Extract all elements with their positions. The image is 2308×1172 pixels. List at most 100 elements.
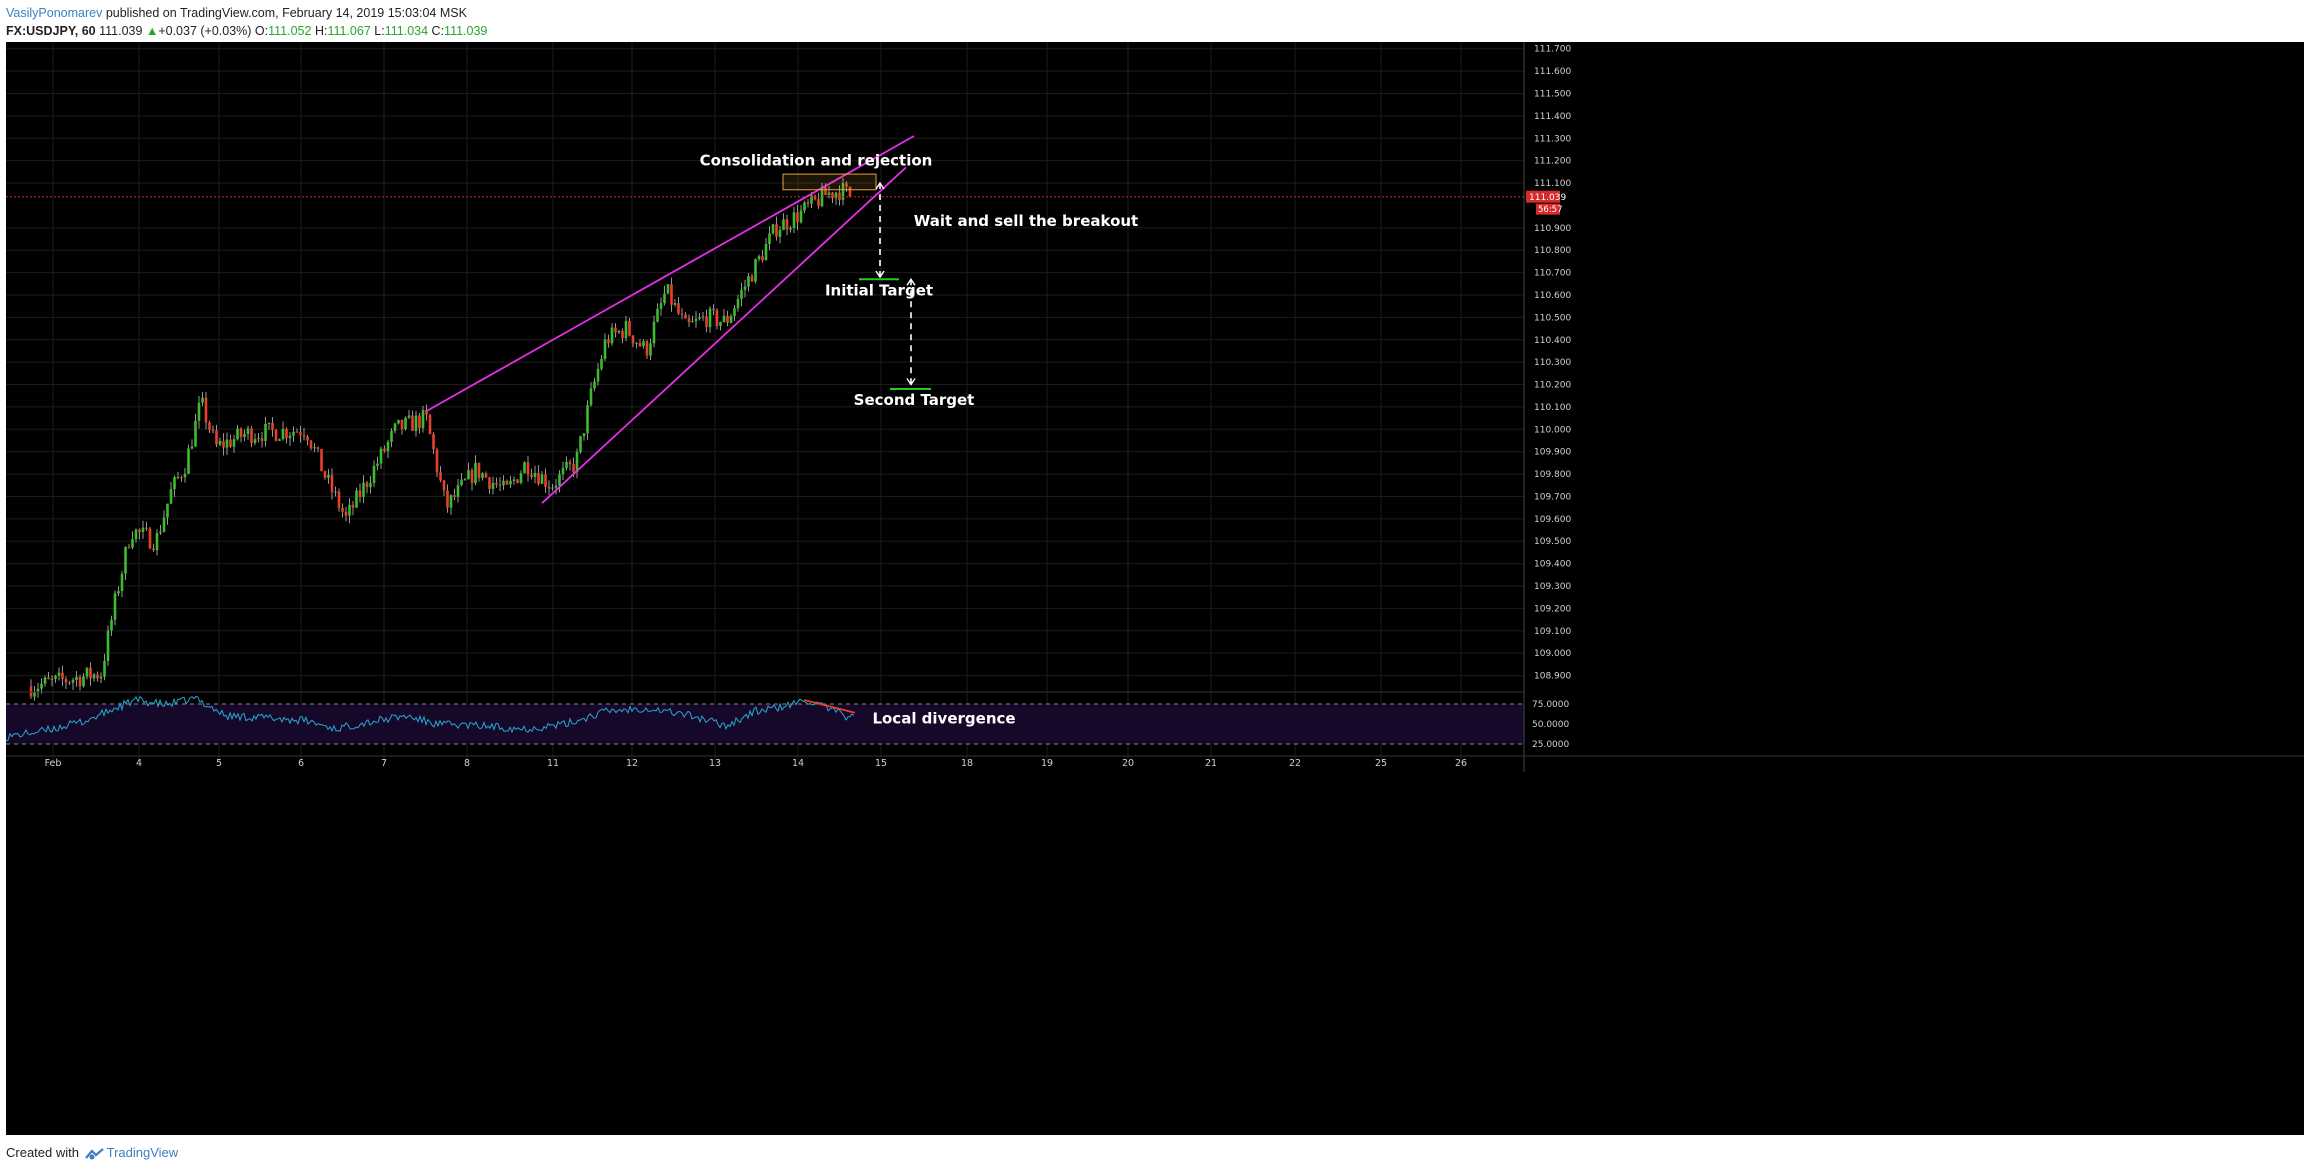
candle-body xyxy=(519,473,523,483)
x-tick-label: 11 xyxy=(547,758,559,769)
y-tick-label: 110.300 xyxy=(1534,358,1571,368)
arrow-head-start xyxy=(906,278,916,286)
candle-body xyxy=(36,688,40,692)
candle-body xyxy=(113,593,117,620)
candle-body xyxy=(575,452,579,472)
candle-body xyxy=(586,405,589,434)
candles xyxy=(29,178,852,701)
candle-body xyxy=(365,482,369,488)
candle-body xyxy=(183,473,187,478)
candle-body xyxy=(743,286,747,290)
candle-body xyxy=(572,463,575,472)
candle-body xyxy=(708,308,712,328)
candle-body xyxy=(554,485,558,488)
candle-body xyxy=(831,192,834,199)
consolidation-box xyxy=(782,173,877,191)
y-tick-label: 109.600 xyxy=(1534,515,1571,525)
candle-body xyxy=(449,495,453,508)
y-tick-label: 110.200 xyxy=(1534,381,1571,391)
candle-body xyxy=(348,504,351,516)
x-tick-label: 6 xyxy=(298,758,304,769)
candle-body xyxy=(796,212,799,223)
candle-body xyxy=(246,428,250,435)
candle-body xyxy=(327,475,330,478)
tradingview-link[interactable]: TradingView xyxy=(106,1145,179,1160)
candle-body xyxy=(789,228,792,230)
y-tick-label: 110.100 xyxy=(1534,403,1571,413)
y-tick-label: 109.900 xyxy=(1534,448,1571,458)
x-tick-label: 22 xyxy=(1289,758,1301,769)
candle-body xyxy=(509,480,512,485)
candle-body xyxy=(138,529,141,532)
x-tick-label: 14 xyxy=(792,758,804,769)
x-tick-label: 25 xyxy=(1375,758,1387,769)
y-tick-label: 110.700 xyxy=(1534,269,1571,279)
candle-body xyxy=(379,448,383,464)
last-price: 111.039 xyxy=(99,24,143,38)
candle-body xyxy=(715,310,719,326)
candle-body xyxy=(197,402,201,421)
candle-body xyxy=(418,415,421,429)
candle-body xyxy=(512,479,516,481)
candle-body xyxy=(628,321,631,336)
candle-body xyxy=(491,482,495,489)
x-tick-label: 26 xyxy=(1455,758,1467,769)
rsi-tick-label: 25.0000 xyxy=(1532,740,1569,750)
candle-body xyxy=(344,511,348,516)
candle-body xyxy=(407,415,411,418)
candle-body xyxy=(362,482,365,497)
chart-header: VasilyPonomarev published on TradingView… xyxy=(6,4,487,44)
candle-body xyxy=(330,475,334,492)
candle-body xyxy=(761,256,764,261)
annotation-label-3: Second Target xyxy=(854,391,975,409)
arrow-head-start xyxy=(875,181,885,190)
wedge-upper-line xyxy=(425,135,915,413)
low-value: 111.034 xyxy=(384,24,429,38)
y-tick-label: 111.500 xyxy=(1534,89,1571,99)
price-chart[interactable]: Consolidation and rejection Wait and sell… xyxy=(6,42,2304,1135)
x-tick-label: 21 xyxy=(1205,758,1217,769)
author-link[interactable]: VasilyPonomarev xyxy=(6,6,103,20)
candle-body xyxy=(516,479,519,483)
candle-body xyxy=(306,436,309,441)
tradingview-logo-icon xyxy=(84,1147,104,1160)
rsi-tick-label: 75.0000 xyxy=(1532,700,1569,710)
candle-body xyxy=(813,195,817,200)
candle-body xyxy=(355,490,358,508)
open-label: O: xyxy=(254,24,269,38)
candle-body xyxy=(810,195,813,204)
y-tick-label: 110.800 xyxy=(1534,246,1571,256)
divergence-line xyxy=(803,699,856,714)
candle-body xyxy=(204,397,208,423)
countdown-tag xyxy=(1536,203,1560,215)
candle-body xyxy=(582,433,586,437)
local-divergence-label: Local divergence xyxy=(872,709,1015,727)
candle-body xyxy=(771,224,775,234)
candle-body xyxy=(243,434,246,438)
y-tick-label: 110.000 xyxy=(1534,425,1571,435)
symbol-label[interactable]: FX:USDJPY, 60 xyxy=(6,24,96,38)
candle-body xyxy=(110,619,113,631)
y-tick-label: 111.300 xyxy=(1534,134,1571,144)
x-tick-label: 12 xyxy=(626,758,638,769)
candle-body xyxy=(257,438,260,440)
annotation-label-0: Consolidation and rejection xyxy=(700,152,933,170)
candle-body xyxy=(358,490,362,497)
candle-body xyxy=(64,679,68,683)
candle-body xyxy=(159,531,162,534)
y-tick-label: 109.700 xyxy=(1534,492,1571,502)
candle-body xyxy=(701,316,705,318)
candle-body xyxy=(68,682,71,684)
candle-body xyxy=(397,419,400,424)
ohlc-line: FX:USDJPY, 60 111.039 ▲+0.037 (+0.03%) O… xyxy=(6,22,487,40)
candle-body xyxy=(824,187,827,196)
candle-body xyxy=(603,339,607,359)
close-label: C: xyxy=(431,24,445,38)
candle-body xyxy=(250,428,253,443)
candle-body xyxy=(316,447,320,449)
rsi-pane: Local divergence xyxy=(6,691,1524,745)
candle-body xyxy=(593,381,596,389)
candle-body xyxy=(117,591,120,594)
candle-body xyxy=(404,417,407,430)
y-tick-label: 111.400 xyxy=(1534,112,1571,122)
